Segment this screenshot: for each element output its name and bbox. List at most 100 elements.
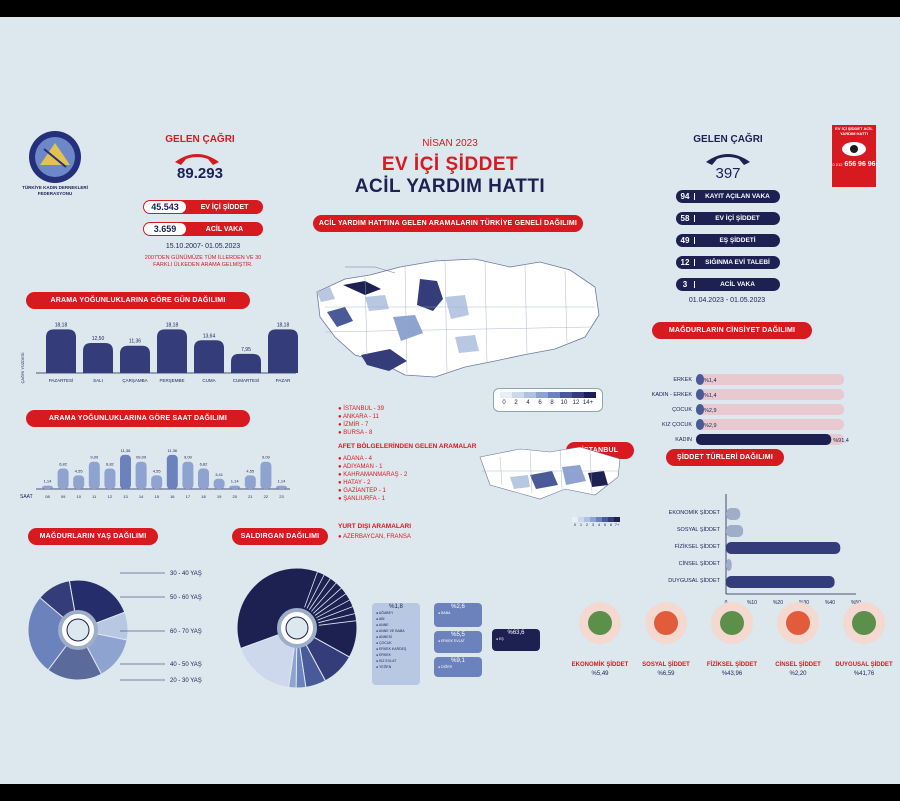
hour-bar	[198, 468, 209, 489]
afet-item: ● HATAY - 2	[338, 480, 371, 486]
aggressor-chart-title: SALDIRGAN DAĞILIMI	[232, 528, 328, 545]
left-calls-row-1-num: 3.659	[144, 223, 186, 235]
hour-bar-label: 11,36	[121, 448, 131, 453]
phone-icon-navy	[706, 154, 750, 165]
abroad-title: YURT DIŞI ARAMALARI	[338, 523, 412, 530]
day-chart-ylabel: ÇAĞRI YÜZDESİ	[20, 352, 25, 383]
day-bar-category: PAZARTESİ	[49, 377, 74, 383]
gender-track	[696, 404, 844, 415]
right-calls-row-num: 94	[680, 192, 690, 201]
istanbul-legend-swatch	[614, 517, 620, 522]
hour-bar-category: 12	[108, 494, 113, 499]
gender-chart: ERKEK %1,4 KADIN - ERKEK %1,4 ÇOCUK %2,9 KIZ Ç…	[652, 374, 849, 445]
gender-label: KIZ ÇOCUK	[662, 422, 692, 428]
aggressor-box-pct: %63,6	[507, 630, 525, 636]
hotline-badge: EV İÇİ ŞİDDET ACİL YARDIM HATTI 0 212 65…	[832, 125, 876, 187]
hour-bar	[88, 461, 100, 489]
aggressor-box-pct: %2,6	[451, 604, 465, 610]
hour-bar	[244, 475, 256, 489]
fist-ban-icon-glyph	[720, 611, 744, 635]
map-legend-label: 0	[502, 400, 506, 406]
violence-icon-pct: %43,96	[721, 671, 743, 677]
hour-bar-label: 09,09	[136, 455, 147, 460]
map-legend-swatch	[584, 392, 596, 398]
gender-icon-glyph	[786, 611, 810, 635]
aggressor-box-item: ● ANNE	[376, 623, 389, 627]
istanbul-legend-swatch	[602, 517, 608, 522]
gender-label: KADIN	[675, 437, 692, 443]
hour-bar-category: 08	[45, 494, 50, 499]
hour-bar-category: 14	[139, 494, 144, 499]
hour-bar-category: 15	[154, 494, 159, 499]
aggressor-stripe	[316, 599, 351, 619]
sad-icon-glyph	[852, 611, 876, 635]
violence-chart-title: ŞİDDET TÜRLERİ DAĞILIMI	[666, 449, 784, 466]
map-legend-label: 8	[550, 400, 554, 406]
aggressor-box-item: ● ERKEK KARDEŞ	[376, 647, 407, 651]
fist-ban-icon	[711, 602, 753, 644]
hour-bar-category: 23	[279, 494, 284, 499]
right-calls-row: 94 KAYIT AÇILAN VAKA	[676, 190, 780, 203]
map-legend-label: 10	[560, 400, 568, 406]
istanbul-legend-label: 2	[585, 522, 589, 527]
eye-phone-icon	[842, 141, 866, 156]
right-calls-row: 12 SIĞINMA EVİ TALEBİ	[676, 256, 780, 269]
day-bar	[46, 329, 76, 373]
aggressor-stripe	[304, 571, 318, 608]
right-calls-row-num: 58	[680, 214, 690, 223]
istanbul-legend-swatch	[596, 517, 602, 522]
violence-xtick: %10	[747, 600, 757, 606]
gender-value: %2,9	[704, 423, 717, 429]
gender-icon	[777, 602, 819, 644]
hour-bar-label: 9,09	[90, 455, 99, 460]
day-bar	[157, 329, 187, 373]
gender-track	[696, 419, 844, 430]
right-calls-label: GELEN ÇAĞRI	[693, 134, 763, 145]
day-bar-category: CUMA	[202, 378, 215, 383]
day-bar	[231, 353, 261, 373]
afet-item: ● GAZİANTEP - 1	[338, 488, 386, 494]
header-title-line2: ACİL YARDIM HATTI	[354, 176, 546, 197]
aggressor-stripe	[311, 582, 337, 612]
istanbul-legend-swatch	[590, 517, 596, 522]
hour-bar-label: 6,82	[200, 462, 209, 467]
day-chart: ÇAĞRI YÜZDESİ 18,18 PAZARTESİ 12,50 SALI 11,3…	[20, 322, 298, 384]
day-bar-category: CUMARTESİ	[233, 377, 259, 383]
infographic-canvas: TÜRKİYE KADIN DERNEKLERİ FEDERASYONU EV …	[0, 17, 900, 784]
map-legend-swatch	[548, 392, 560, 398]
day-bar-label: 13,64	[203, 333, 216, 339]
gender-value: %2,9	[704, 408, 717, 414]
istanbul-legend-swatch	[572, 517, 578, 522]
aggressor-box-item: ● ANNESİ	[376, 635, 392, 639]
hour-bar-label: 4,55	[75, 468, 84, 473]
hour-bar	[260, 461, 272, 489]
hour-bar	[42, 485, 53, 489]
map-legend: 0 2 4 6 8 10 12 14+	[493, 388, 603, 412]
money-icon	[579, 602, 621, 644]
aggressor-pie-center	[285, 616, 309, 640]
aggressor-box-pct: %5,5	[451, 632, 465, 638]
hour-bar-label: 6,82	[106, 462, 115, 467]
right-calls-row: 3 ACİL VAKA	[676, 278, 780, 291]
right-calls-row-num: 3	[682, 280, 688, 289]
violence-icon-label: FİZİKSEL ŞİDDET	[706, 662, 758, 668]
gender-track	[696, 374, 844, 385]
istanbul-legend-label: 6	[609, 522, 613, 527]
hour-bar	[57, 468, 69, 489]
money-icon-glyph	[588, 611, 612, 635]
hour-bar	[229, 485, 241, 489]
violence-icon-pct: %5,49	[591, 671, 609, 677]
afet-item: ● ADANA - 4	[338, 456, 372, 462]
gender-value: %1,4	[704, 393, 717, 399]
hour-bar-label: 4,55	[153, 468, 162, 473]
istanbul-legend-label: 3	[591, 522, 595, 527]
afet-item: ● KAHRAMANMARAŞ - 2	[338, 472, 408, 478]
right-calls-range: 01.04.2023 - 01.05.2023	[688, 297, 766, 304]
city-item: ● BURSA - 8	[338, 430, 373, 436]
hour-bar	[166, 454, 178, 489]
aggressor-stripe	[317, 606, 354, 621]
aggressor-box: %1,8 ● AĞABEY ● ABİ ● ANNE ● ANNE VE BABA ● A…	[372, 603, 420, 685]
hour-bar-label: 6,82	[59, 462, 68, 467]
aggressor-box-item: ● ERKEK EVLAT	[438, 639, 465, 643]
age-label: 40 - 50 YAŞ	[170, 662, 202, 668]
